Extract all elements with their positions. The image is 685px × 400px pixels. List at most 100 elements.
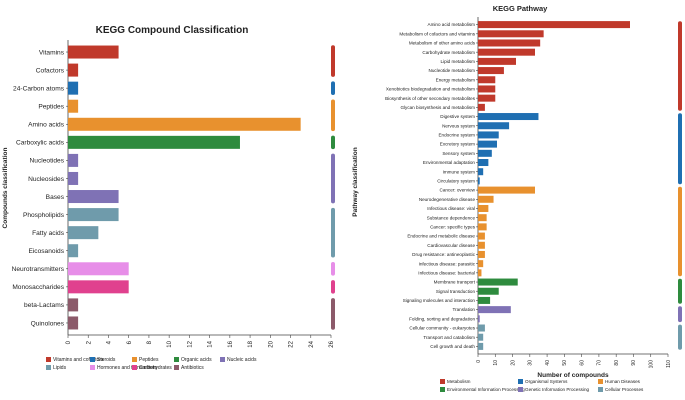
group-strip: [331, 207, 335, 258]
category-label: Xenobiotics biodegradation and metabolis…: [386, 87, 475, 92]
bar: [478, 122, 510, 130]
category-label: Cofactors: [36, 67, 65, 74]
bar: [478, 278, 518, 286]
bar: [478, 250, 485, 258]
category-label: Fatty acids: [32, 230, 65, 237]
category-label: Quinolones: [31, 320, 65, 327]
category-label: Amino acid metabolism: [428, 22, 476, 27]
legend-label: Organismal Systems: [525, 379, 568, 384]
group-strip: [331, 298, 335, 330]
bar: [478, 149, 492, 157]
bar: [478, 241, 485, 249]
x-tick-label: 2: [86, 340, 92, 344]
x-tick-label: 20: [510, 360, 516, 366]
bar: [478, 306, 511, 314]
group-strip: [331, 135, 335, 150]
bar: [478, 85, 496, 93]
legend-swatch: [132, 365, 137, 370]
legend-swatch: [598, 387, 603, 392]
legend-label: Human Diseases: [605, 379, 641, 384]
group-strip: [331, 81, 335, 95]
bar: [478, 232, 485, 240]
x-tick-label: 50: [562, 360, 568, 366]
category-label: Translation: [452, 307, 475, 312]
bar: [68, 99, 79, 113]
bar: [478, 39, 541, 47]
y-axis-label: Pathway classification: [352, 147, 359, 216]
legend-swatch: [440, 387, 445, 392]
legend-label: Lipids: [53, 365, 67, 371]
category-label: Substance dependence: [427, 215, 476, 220]
bar: [68, 190, 119, 204]
x-tick-label: 0: [66, 340, 72, 344]
group-strip: [331, 99, 335, 132]
legend-swatch: [518, 387, 523, 392]
category-label: 24-Carbon atoms: [13, 85, 65, 92]
x-tick-label: 10: [167, 340, 173, 347]
category-label: beta-Lactams: [24, 302, 65, 309]
legend-swatch: [518, 379, 523, 384]
legend-label: Organic acids: [181, 357, 212, 363]
bar: [478, 67, 504, 75]
group-strip: [678, 324, 682, 350]
category-label: Carboxylic acids: [16, 140, 65, 147]
bar: [68, 135, 240, 149]
x-axis-label: Number of compounds: [537, 372, 609, 379]
category-label: Nucleotide metabolism: [429, 68, 476, 73]
legend-swatch: [132, 357, 137, 362]
category-label: Biosynthesis of other secondary metaboli…: [385, 96, 476, 101]
category-label: Metabolism of other amino acids: [409, 41, 476, 46]
x-tick-label: 4: [107, 340, 113, 344]
category-label: Nervous system: [442, 123, 475, 128]
x-tick-label: 6: [127, 340, 133, 344]
x-tick-label: 26: [329, 340, 335, 347]
bar: [68, 81, 79, 95]
category-label: Digestive system: [440, 114, 475, 119]
category-label: Peptides: [38, 104, 64, 111]
legend-label: Carbohydrates: [139, 365, 172, 371]
chart-1: KEGG Compound Classification Compounds cl…: [2, 25, 335, 371]
bar: [478, 103, 485, 111]
bar: [478, 168, 484, 176]
x-tick-label: 70: [597, 360, 603, 366]
bar: [68, 208, 119, 222]
category-label: Carbohydrate metabolism: [422, 50, 475, 55]
category-label: Lipid metabolism: [441, 59, 476, 64]
bar: [478, 195, 494, 203]
bar: [478, 315, 480, 323]
legend-label: Metabolism: [447, 379, 471, 384]
category-label: Energy metabolism: [436, 77, 475, 82]
category-label: Transport and catabolism: [423, 335, 475, 340]
bar: [478, 177, 480, 185]
bar: [68, 244, 79, 258]
category-label: Immune system: [443, 169, 476, 174]
category-label: Monosaccharides: [12, 284, 64, 291]
x-tick-label: 90: [631, 360, 637, 366]
x-tick-label: 10: [493, 360, 499, 366]
category-label: Phospholipids: [23, 212, 65, 219]
x-tick-label: 24: [309, 340, 315, 347]
category-label: Drug resistance: antineoplastic: [412, 252, 476, 257]
category-label: Neurotransmitters: [12, 266, 65, 273]
legend-label: Environmental Information Processing: [447, 387, 525, 392]
group-strip: [678, 186, 682, 277]
category-label: Excretory system: [440, 142, 475, 147]
chart-title: KEGG Compound Classification: [96, 25, 249, 36]
bar: [478, 30, 544, 38]
category-label: Cancer: specific types: [430, 224, 476, 229]
x-tick-label: 30: [528, 360, 534, 366]
x-tick-label: 22: [289, 340, 295, 347]
category-label: Membrane transport: [434, 280, 476, 285]
bar: [68, 316, 79, 330]
group-strip: [331, 153, 335, 204]
category-label: Eicosanoids: [28, 248, 64, 255]
category-label: Infectious disease: bacterial: [418, 270, 475, 275]
category-label: Cancer: overview: [440, 188, 476, 193]
bar: [68, 280, 129, 294]
group-strip: [678, 278, 682, 304]
x-tick-label: 20: [268, 340, 274, 347]
bar: [68, 226, 99, 240]
category-label: Infectious disease: parasitic: [419, 261, 476, 266]
legend-swatch: [220, 357, 225, 362]
legend-label: Steroids: [97, 357, 116, 363]
